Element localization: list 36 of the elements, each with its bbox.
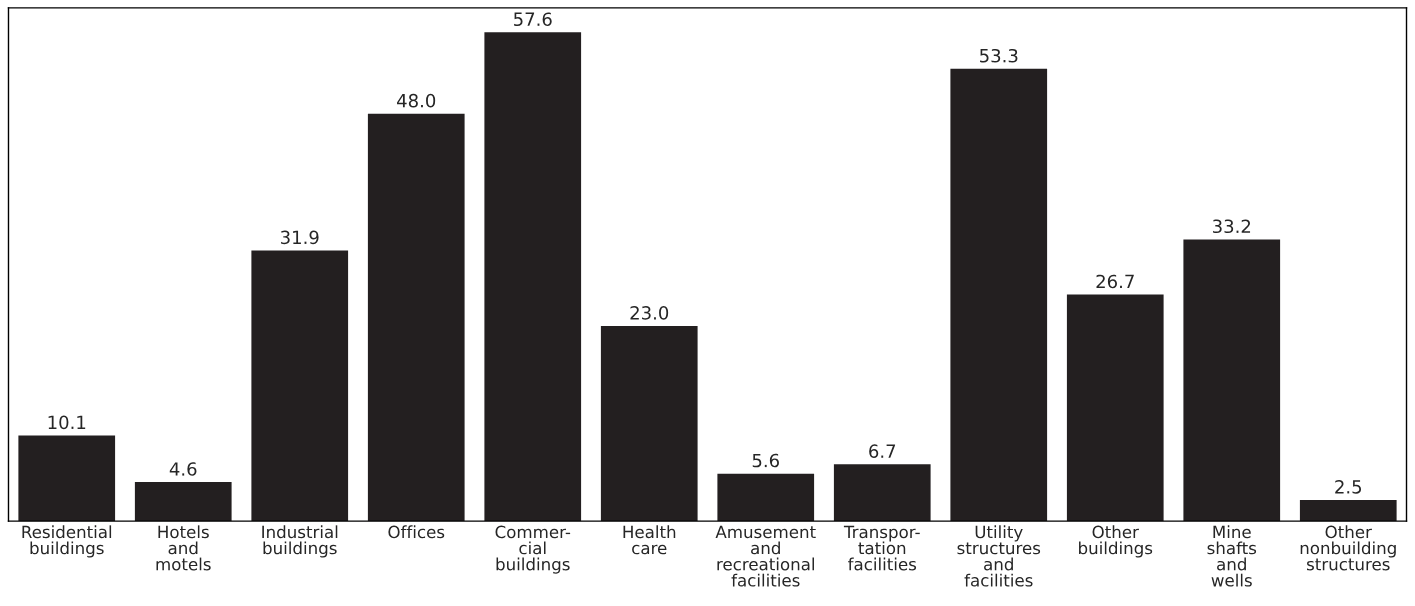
x-tick-label: Other buildings (1079, 525, 1153, 558)
bar (600, 325, 698, 522)
bar (833, 464, 931, 522)
x-tick-label: Utility structures and facilities (957, 525, 1041, 587)
x-tick-label: Residential buildings (22, 525, 112, 558)
data-label: 48.0 (397, 93, 436, 108)
data-label: 53.3 (980, 48, 1018, 63)
bar (1183, 239, 1281, 522)
x-tick-label: Amusement and recreational facilities (715, 525, 816, 587)
bar (367, 113, 465, 522)
bar (484, 32, 582, 522)
bar (1299, 499, 1397, 522)
bar (134, 482, 232, 522)
x-tick-label: Health care (623, 525, 676, 555)
data-label: 31.9 (281, 230, 319, 245)
x-tick-label: Mine shafts and wells (1207, 525, 1257, 587)
bar (251, 250, 349, 522)
data-label: 4.6 (169, 462, 197, 476)
data-label: 6.7 (869, 444, 896, 459)
data-label: 10.1 (48, 415, 86, 430)
data-label: 26.7 (1096, 274, 1134, 289)
x-tick-label: Offices (388, 525, 445, 539)
x-tick-label: Hotels and motels (156, 525, 211, 571)
data-label: 23.0 (630, 306, 669, 320)
data-label: 33.2 (1213, 219, 1251, 234)
bar (1066, 294, 1164, 522)
data-label: 57.6 (514, 12, 552, 27)
bar (717, 473, 815, 522)
x-tick-label: Commer- cial buildings (495, 525, 571, 574)
x-tick-label: Transpor- tation facilities (843, 525, 920, 571)
x-tick-label: Other nonbuilding structures (1300, 525, 1396, 571)
bar (18, 435, 116, 522)
data-label: 5.6 (752, 453, 779, 468)
data-label: 2.5 (1335, 480, 1362, 494)
bar (950, 68, 1048, 522)
x-tick-label: Industrial buildings (262, 525, 338, 558)
